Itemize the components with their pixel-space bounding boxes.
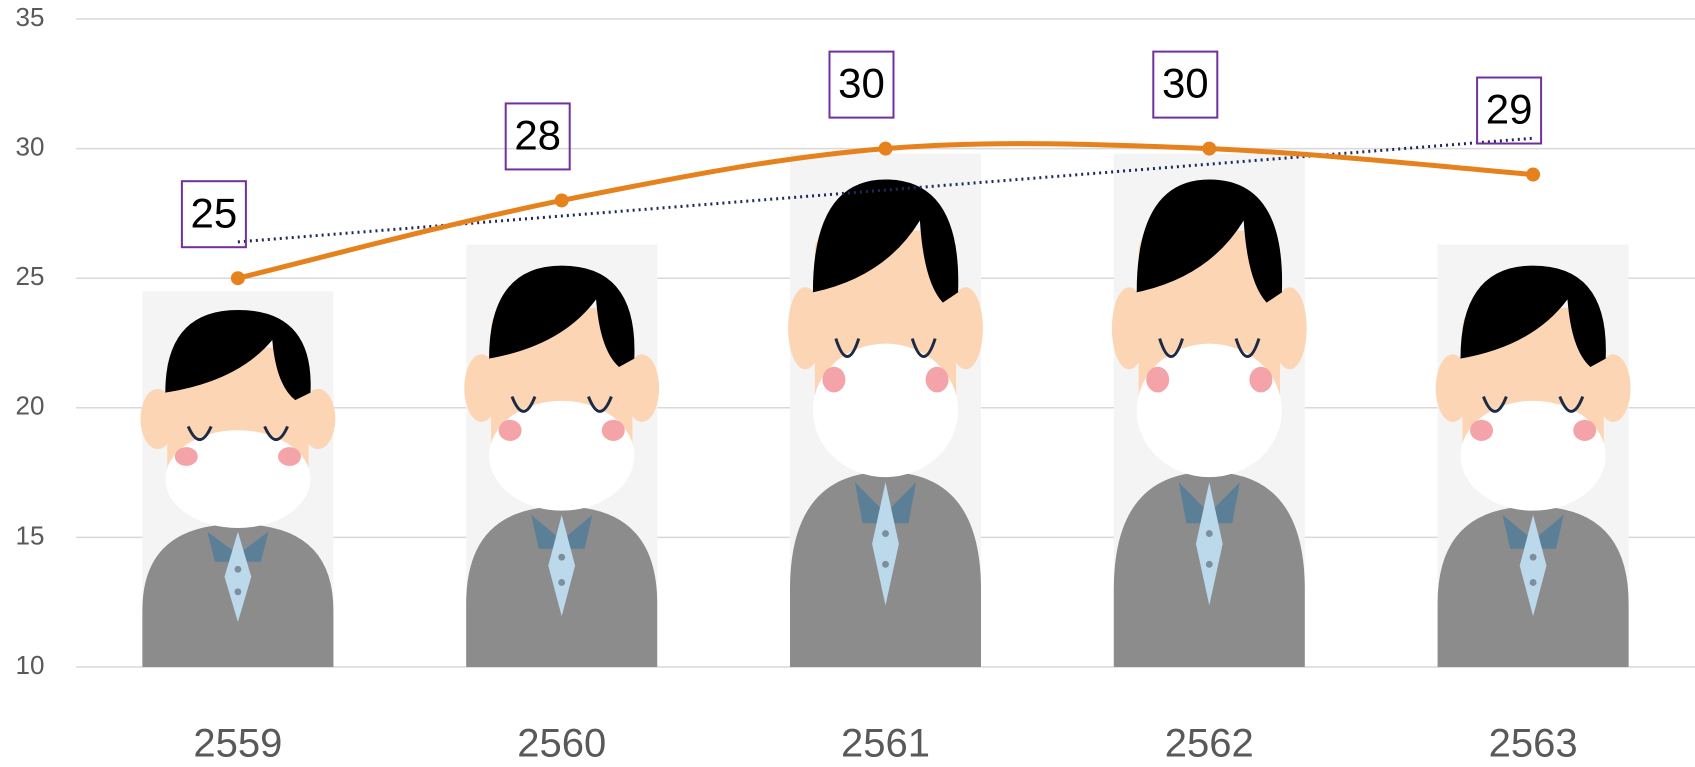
data-label: 29 bbox=[1486, 86, 1533, 133]
person-cheek bbox=[499, 420, 522, 441]
y-tick-label: 25 bbox=[16, 261, 45, 291]
person-cheek bbox=[1249, 367, 1272, 393]
person-button bbox=[1206, 561, 1213, 568]
person-button bbox=[558, 579, 565, 586]
y-tick-label: 10 bbox=[16, 650, 45, 680]
person-button bbox=[1206, 530, 1213, 537]
person-button bbox=[1530, 554, 1537, 561]
person-beard bbox=[489, 401, 634, 511]
line-marker bbox=[1202, 142, 1216, 156]
person-button bbox=[1530, 579, 1537, 586]
x-tick-label: 2563 bbox=[1489, 722, 1578, 766]
person-cheek bbox=[602, 420, 625, 441]
person-beard bbox=[1137, 344, 1282, 477]
person-beard bbox=[813, 344, 958, 477]
line-marker bbox=[879, 142, 893, 156]
y-tick-label: 30 bbox=[16, 131, 45, 161]
y-tick-label: 20 bbox=[16, 391, 45, 421]
person-cheek bbox=[1573, 420, 1596, 441]
data-label: 25 bbox=[191, 189, 238, 236]
data-label: 30 bbox=[1162, 60, 1209, 107]
line-marker bbox=[231, 271, 245, 285]
person-button bbox=[558, 554, 565, 561]
person-beard bbox=[1461, 401, 1606, 511]
person-cheek bbox=[1470, 420, 1493, 441]
x-tick-label: 2562 bbox=[1165, 722, 1254, 766]
person-cheek bbox=[822, 367, 845, 393]
x-tick-label: 2560 bbox=[517, 722, 606, 766]
person-cheek bbox=[1146, 367, 1169, 393]
person-button bbox=[234, 566, 241, 573]
person-button bbox=[882, 530, 889, 537]
pictograph-bar bbox=[140, 291, 335, 667]
page: {"chart_data": {"type": "bar-line", "cat… bbox=[0, 0, 1695, 767]
person-cheek bbox=[926, 367, 949, 393]
person-button bbox=[234, 588, 241, 595]
person-button bbox=[882, 561, 889, 568]
x-tick-label: 2561 bbox=[841, 722, 930, 766]
pictograph-bar bbox=[1112, 154, 1307, 667]
person-beard bbox=[165, 430, 310, 528]
pictograph-bar bbox=[464, 245, 659, 667]
y-tick-label: 35 bbox=[16, 2, 45, 32]
chart: 10 15 20 25 30 35 2559 2560 2561 2562 2563 25 28 30 30… bbox=[0, 0, 1695, 767]
line-marker bbox=[1526, 168, 1540, 182]
data-label: 28 bbox=[514, 112, 561, 159]
data-label: 30 bbox=[838, 60, 885, 107]
line-marker bbox=[555, 193, 569, 207]
x-tick-label: 2559 bbox=[193, 722, 282, 766]
person-cheek bbox=[175, 447, 198, 466]
person-cheek bbox=[278, 447, 301, 466]
pictograph-bar bbox=[788, 154, 983, 667]
pictograph-bar bbox=[1436, 245, 1631, 667]
y-tick-label: 15 bbox=[16, 520, 45, 550]
